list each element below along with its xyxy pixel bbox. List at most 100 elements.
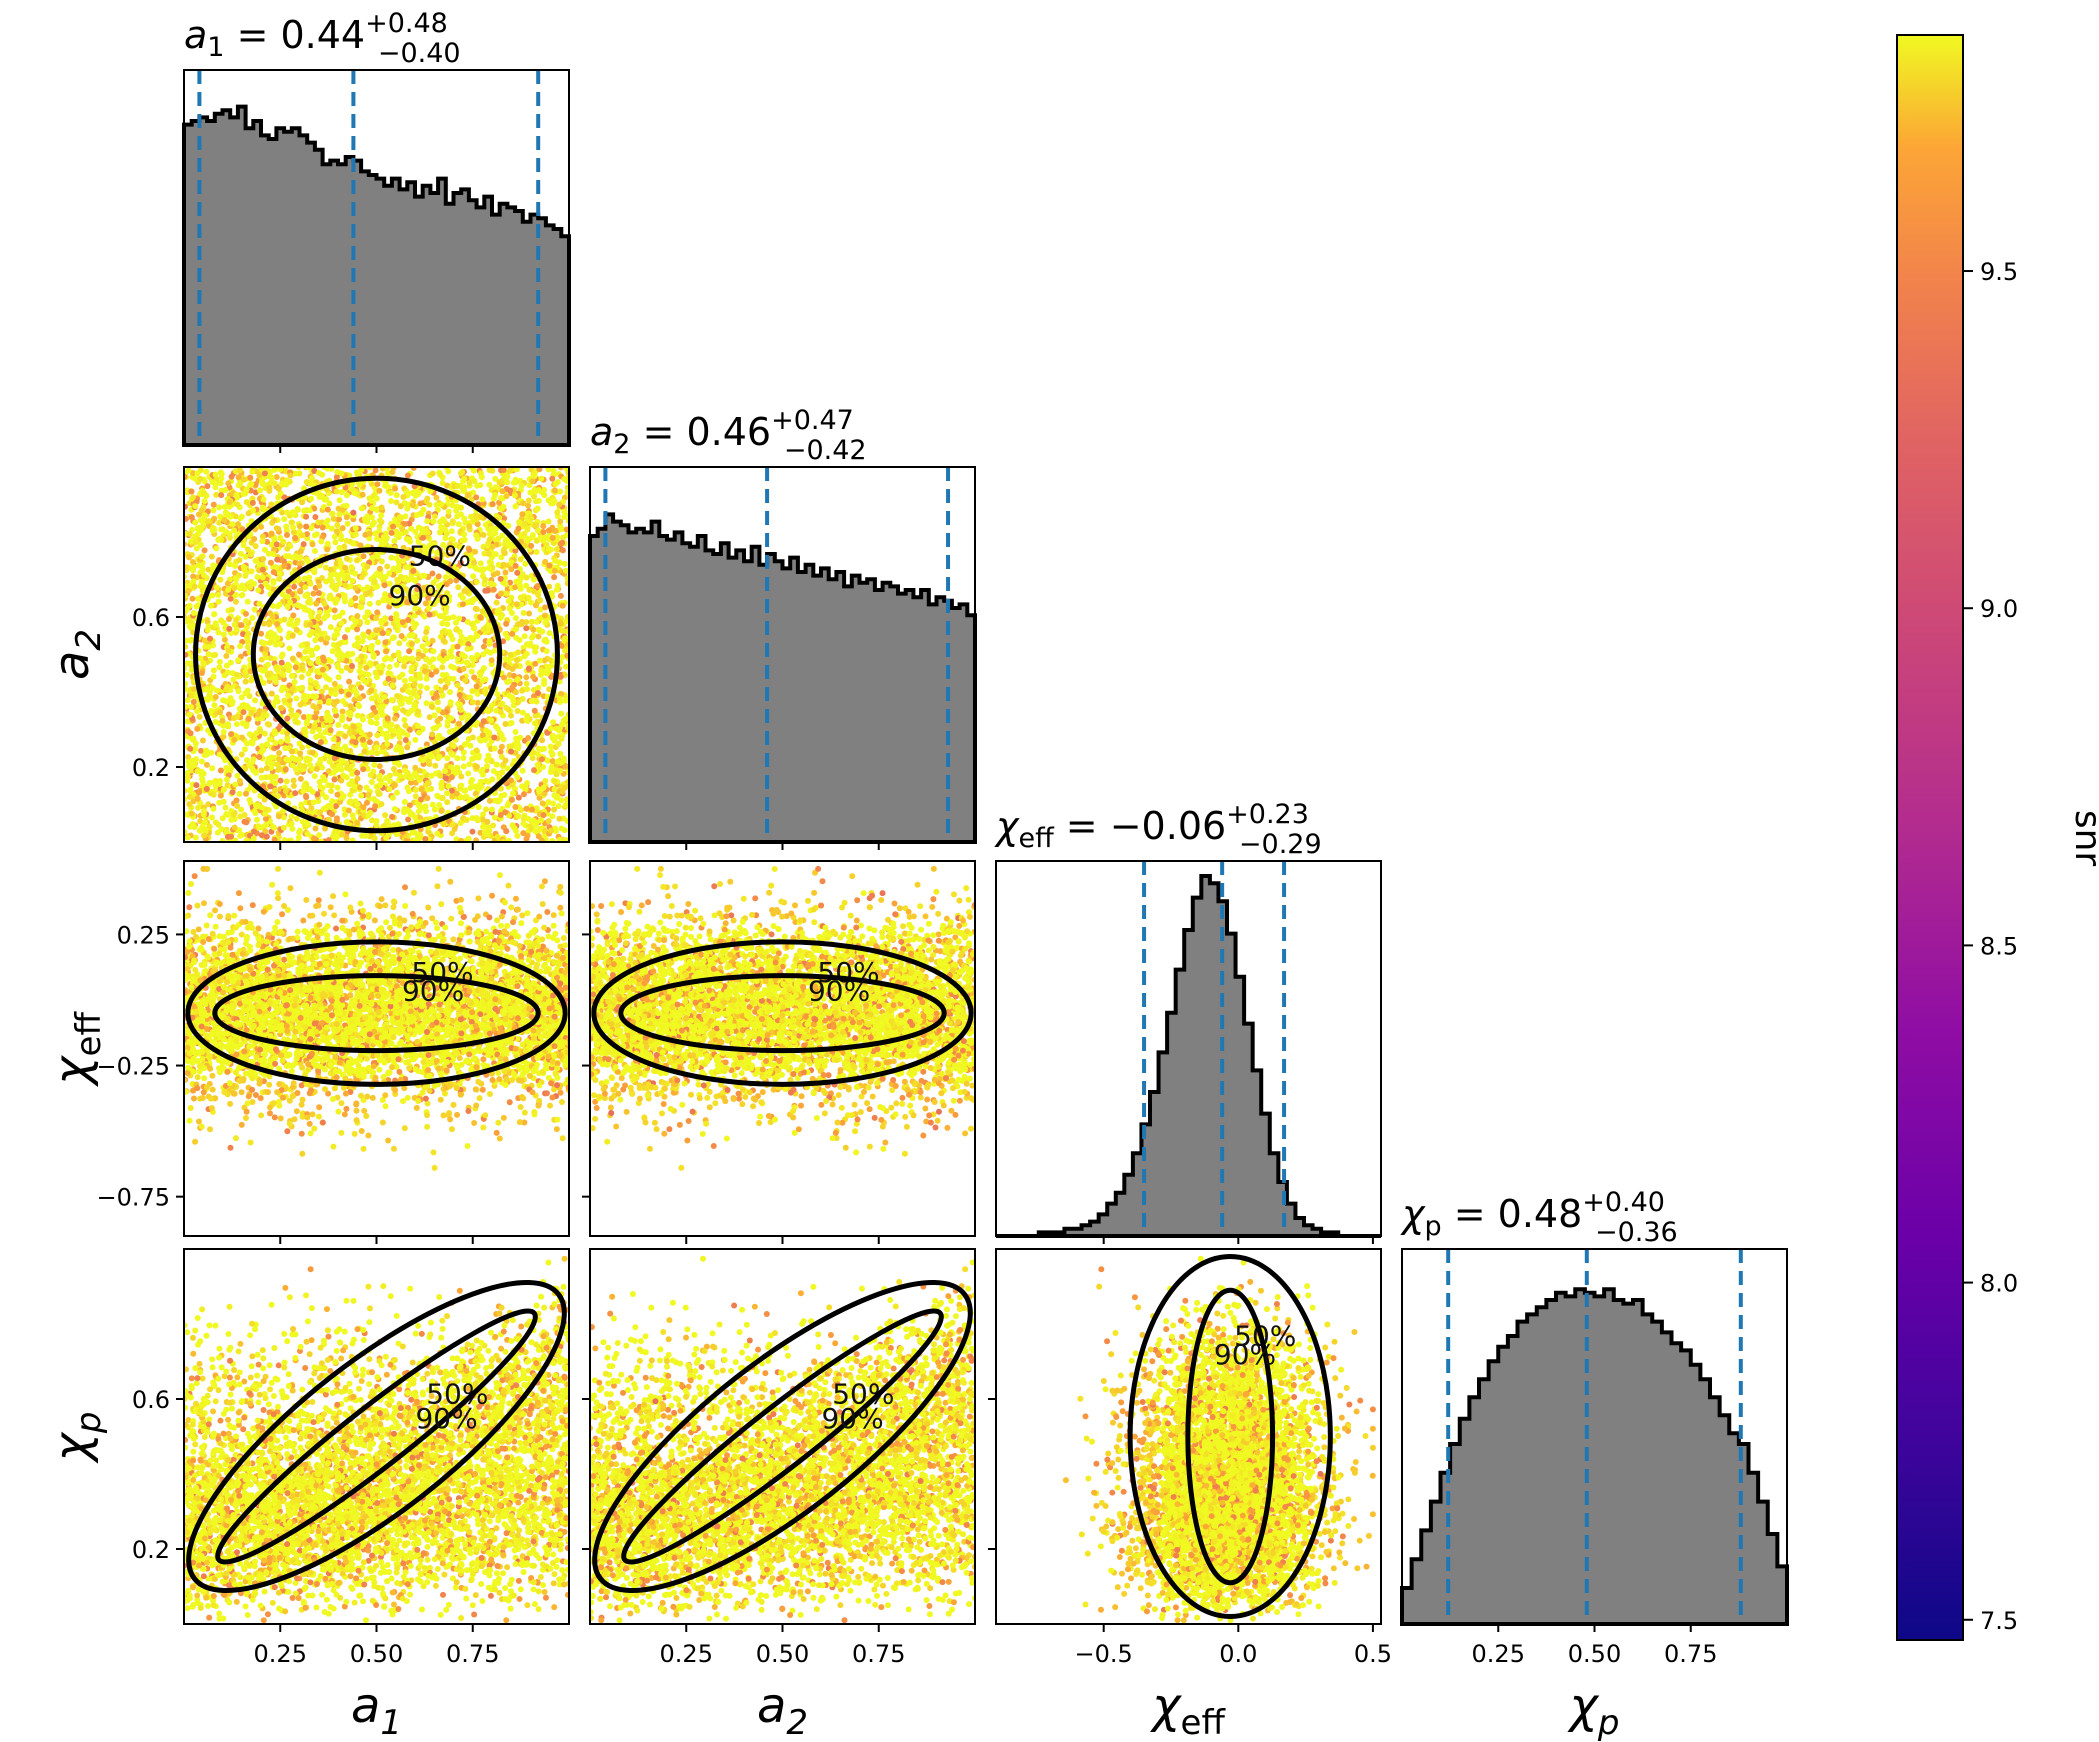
sample-point: [496, 479, 503, 486]
sample-point: [473, 565, 480, 572]
histogram-chi_p: [1400, 1287, 1789, 1626]
sample-point: [240, 563, 247, 570]
sample-point: [389, 523, 396, 530]
sample-point: [327, 727, 334, 734]
sample-point: [198, 747, 205, 754]
sample-point: [474, 690, 481, 697]
sample-point: [269, 602, 276, 609]
sample-point: [545, 799, 552, 806]
sample-point: [202, 643, 209, 650]
sample-point: [220, 631, 227, 638]
sample-point: [291, 583, 298, 590]
sample-point: [413, 837, 420, 842]
sample-point: [201, 512, 208, 519]
sample-point: [467, 513, 474, 520]
sample-point: [297, 548, 304, 555]
sample-point: [312, 825, 319, 832]
sample-point: [448, 528, 455, 535]
sample-point: [338, 489, 345, 496]
sample-point: [250, 507, 257, 514]
sample-point: [186, 801, 193, 808]
sample-point: [482, 736, 489, 743]
sample-point: [284, 545, 291, 552]
sample-point: [477, 829, 484, 836]
sample-point: [396, 567, 403, 574]
sample-point: [329, 510, 336, 517]
sample-point: [190, 735, 197, 742]
sample-point: [263, 774, 270, 781]
sample-point: [354, 801, 361, 808]
sample-point: [359, 491, 366, 498]
sample-point: [394, 602, 401, 609]
sample-point: [376, 697, 383, 704]
sample-point: [360, 804, 367, 811]
sample-point: [311, 835, 318, 842]
sample-point: [498, 505, 505, 512]
sample-point: [429, 587, 436, 594]
sample-point: [488, 717, 495, 724]
sample-point: [501, 515, 508, 522]
sample-point: [306, 632, 313, 639]
sample-point: [398, 633, 405, 640]
sample-point: [187, 637, 194, 644]
sample-point: [386, 785, 393, 792]
sample-point: [446, 675, 453, 682]
sample-point: [337, 560, 344, 567]
sample-point: [513, 634, 520, 641]
sample-point: [402, 695, 409, 702]
sample-point: [536, 745, 543, 752]
sample-point: [457, 470, 464, 477]
sample-point: [393, 789, 400, 796]
sample-point: [316, 832, 323, 839]
sample-point: [228, 606, 235, 613]
sample-point: [343, 760, 350, 767]
sample-point: [550, 719, 557, 726]
sample-point: [348, 564, 355, 571]
sample-point: [334, 651, 341, 658]
sample-point: [351, 686, 358, 693]
sample-point: [352, 595, 359, 602]
sample-point: [192, 834, 199, 841]
sample-point: [201, 547, 208, 554]
sample-point: [223, 653, 230, 660]
sample-point: [385, 670, 392, 677]
sample-point: [390, 652, 397, 659]
sample-point: [349, 663, 356, 670]
sample-point: [564, 796, 569, 803]
sample-point: [497, 785, 504, 792]
sample-point: [521, 530, 528, 537]
sample-point: [355, 702, 362, 709]
sample-point: [424, 518, 431, 525]
sample-point: [217, 480, 224, 487]
sample-point: [504, 802, 511, 809]
sample-point: [334, 784, 341, 791]
sample-point: [241, 746, 248, 753]
sample-point: [312, 513, 319, 520]
sample-point: [463, 817, 470, 824]
sample-point: [415, 538, 422, 545]
sample-point: [376, 517, 383, 524]
sample-point: [239, 734, 246, 741]
sample-point: [205, 651, 212, 658]
sample-point: [473, 532, 480, 539]
sample-point: [388, 696, 395, 703]
sample-point: [187, 538, 194, 545]
sample-point: [245, 715, 252, 722]
sample-point: [556, 836, 563, 842]
sample-point: [484, 757, 491, 764]
sample-point: [422, 635, 429, 642]
sample-point: [425, 605, 432, 612]
sample-point: [491, 734, 498, 741]
sample-point: [376, 763, 383, 770]
sample-point: [365, 812, 372, 819]
sample-point: [327, 592, 334, 599]
sample-point: [445, 508, 452, 515]
sample-point: [494, 570, 501, 577]
sample-point: [219, 717, 226, 724]
sample-point: [411, 703, 418, 710]
sample-point: [404, 599, 411, 606]
sample-point: [284, 509, 291, 516]
sample-point: [467, 694, 474, 701]
sample-point: [430, 518, 437, 525]
sample-point: [344, 626, 351, 633]
